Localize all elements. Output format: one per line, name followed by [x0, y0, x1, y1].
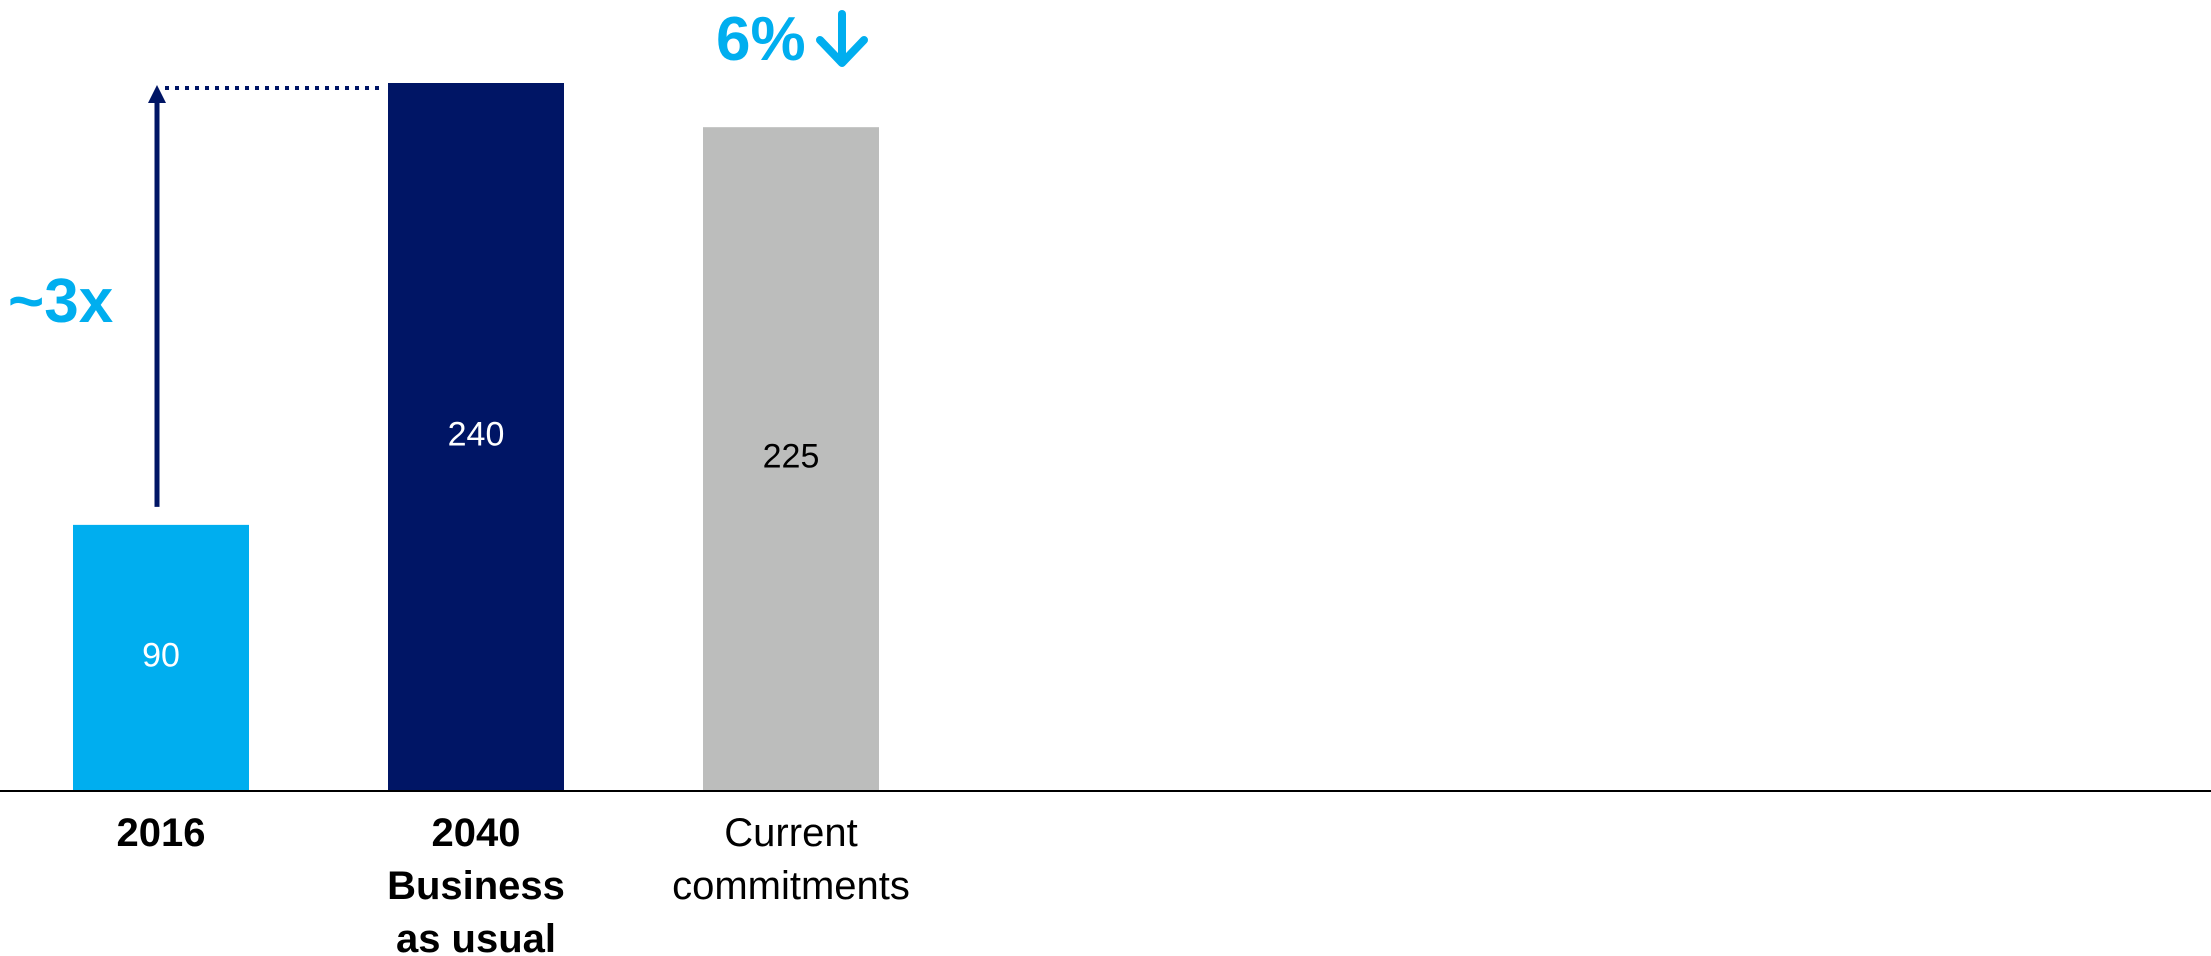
category-label-0-line-0: 2016: [117, 811, 206, 855]
category-label-1-line-2: as usual: [396, 917, 556, 956]
category-label-1-line-1: Business: [387, 864, 565, 908]
down-arrow-icon: [816, 10, 868, 67]
category-label-1-line-0: 2040: [432, 811, 521, 855]
bar-1: [388, 83, 564, 790]
annotations-group: ~3x 6%: [8, 5, 868, 507]
growth-annotation: ~3x: [8, 267, 114, 336]
bar-0: [73, 524, 249, 790]
bars-group: [73, 83, 879, 790]
bar-2: [703, 127, 879, 790]
value-label-2: 225: [763, 438, 820, 476]
reduction-annotation: 6%: [716, 5, 806, 74]
value-labels-group: 90 240 225: [142, 415, 819, 674]
category-label-2-line-1: commitments: [672, 864, 910, 908]
category-labels-group: 2016 2040 Business as usual Current commitmen…: [117, 811, 910, 956]
category-label-2-line-0: Current: [724, 811, 857, 855]
value-label-0: 90: [142, 636, 180, 674]
value-label-1: 240: [448, 415, 505, 453]
growth-arrowhead-icon: [148, 85, 166, 103]
